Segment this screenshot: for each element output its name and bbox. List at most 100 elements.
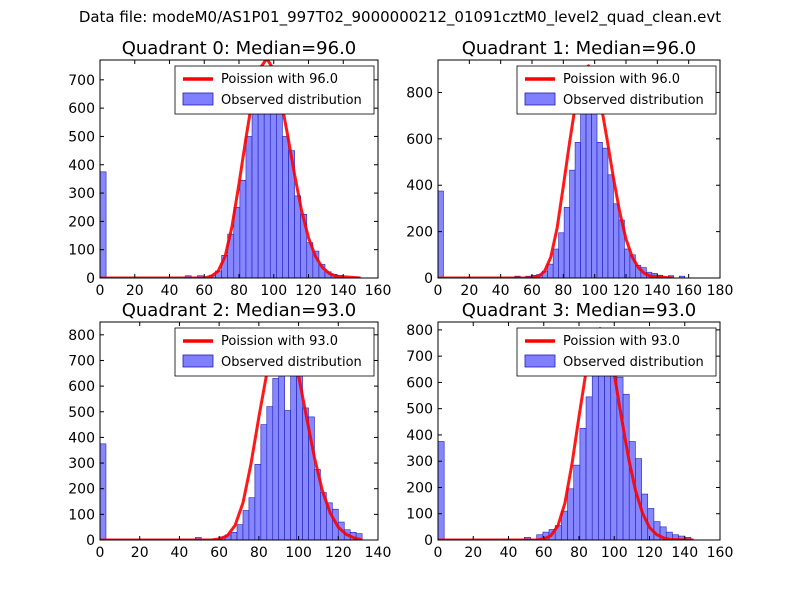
y-tick-label: 0 — [86, 271, 95, 287]
x-tick-label: 20 — [126, 283, 144, 299]
y-tick-label: 200 — [406, 480, 433, 496]
x-tick-label: 80 — [230, 283, 248, 299]
x-tick-label: 0 — [434, 545, 443, 561]
histogram-bar — [591, 368, 599, 540]
histogram-bar — [678, 275, 686, 278]
histogram-bar — [591, 113, 598, 278]
y-tick-label: 800 — [406, 85, 433, 101]
legend-observed-label: Observed distribution — [221, 93, 362, 108]
y-tick-label: 0 — [424, 533, 433, 549]
histogram-bar — [573, 464, 581, 540]
x-tick-label: 100 — [601, 545, 628, 561]
x-tick-label: 40 — [492, 283, 510, 299]
x-tick-label: 0 — [434, 283, 443, 299]
legend: Poission with 93.0 Observed distribution — [516, 327, 717, 377]
histogram-bar — [245, 136, 253, 278]
histogram-bar — [100, 443, 107, 540]
histogram-bar — [236, 524, 244, 540]
histogram-bar — [547, 263, 554, 278]
histogram-bar — [579, 428, 587, 540]
x-tick-label: 120 — [295, 283, 322, 299]
legend-observed-label: Observed distribution — [221, 355, 362, 370]
chart-title: Quadrant 1: Median=96.0 — [462, 38, 697, 59]
legend-box — [516, 65, 717, 115]
legend-box — [174, 327, 375, 377]
y-tick-label: 500 — [406, 402, 433, 418]
legend-box — [174, 65, 375, 115]
legend-poisson-label: Poission with 96.0 — [563, 72, 680, 87]
x-tick-label: 20 — [464, 545, 482, 561]
legend-observed-label: Observed distribution — [563, 93, 704, 108]
x-tick-label: 180 — [707, 283, 734, 299]
histogram-bar — [563, 206, 570, 278]
x-tick-label: 60 — [195, 283, 213, 299]
x-tick-label: 140 — [330, 283, 357, 299]
y-tick-label: 100 — [68, 243, 95, 259]
x-tick-label: 120 — [613, 283, 640, 299]
y-tick-label: 700 — [406, 349, 433, 365]
x-tick-label: 160 — [365, 283, 392, 299]
chart-title: Quadrant 0: Median=96.0 — [122, 38, 357, 59]
x-tick-label: 140 — [644, 283, 671, 299]
y-tick-label: 600 — [68, 379, 95, 395]
y-tick-label: 800 — [68, 328, 95, 344]
histogram-bar — [574, 142, 581, 278]
histogram-bar — [276, 96, 283, 278]
x-tick-label: 80 — [570, 545, 588, 561]
x-tick-label: 160 — [707, 545, 734, 561]
histogram-bar — [248, 497, 256, 540]
y-tick-label: 700 — [68, 73, 95, 89]
axes-frame — [437, 59, 721, 279]
histogram-bar — [596, 142, 603, 278]
histogram-bar — [613, 203, 620, 278]
histogram-bar — [438, 190, 444, 278]
y-tick-label: 600 — [68, 101, 95, 117]
legend-bar-swatch — [182, 92, 214, 106]
histogram-bar — [290, 347, 297, 540]
y-tick-label: 600 — [406, 375, 433, 391]
legend-poisson-label: Poission with 93.0 — [221, 334, 338, 349]
axes-frame — [99, 321, 379, 541]
histogram-bar — [580, 110, 587, 278]
y-tick-label: 200 — [68, 482, 95, 498]
x-tick-label: 120 — [325, 545, 352, 561]
x-tick-label: 40 — [161, 283, 179, 299]
legend-bar-swatch — [524, 92, 556, 106]
quadrant-1-chart: 0 20 40 60 80 100 120 140 160 180 0 200 400 600 800 Qua… — [406, 38, 733, 299]
histogram-bar — [282, 136, 289, 278]
y-tick-label: 0 — [86, 533, 95, 549]
y-tick-label: 800 — [406, 323, 433, 339]
x-tick-label: 140 — [365, 545, 392, 561]
y-tick-label: 100 — [406, 507, 433, 523]
histogram-bar — [284, 410, 291, 540]
y-tick-label: 0 — [424, 271, 433, 287]
y-tick-label: 300 — [406, 454, 433, 470]
histogram-bar — [569, 169, 576, 278]
x-tick-label: 60 — [523, 283, 541, 299]
x-tick-label: 100 — [581, 283, 608, 299]
plot-area — [100, 60, 361, 278]
histogram-bar — [355, 533, 363, 540]
y-tick-label: 400 — [68, 158, 95, 174]
chart-title: Quadrant 2: Median=93.0 — [122, 300, 357, 321]
histogram-bar — [438, 441, 445, 540]
x-tick-label: 100 — [260, 283, 287, 299]
x-tick-label: 120 — [636, 545, 663, 561]
histogram-bar — [607, 174, 614, 278]
y-tick-label: 400 — [406, 178, 433, 194]
x-tick-label: 60 — [535, 545, 553, 561]
legend-bar-swatch — [182, 354, 214, 368]
x-tick-label: 40 — [171, 545, 189, 561]
x-tick-label: 20 — [131, 545, 149, 561]
histogram-bar — [552, 248, 559, 278]
legend: Poission with 96.0 Observed distribution — [516, 65, 717, 115]
histogram-bar — [622, 393, 630, 540]
poisson-curve — [100, 60, 361, 278]
histogram-bar — [272, 378, 280, 540]
legend-poisson-label: Poission with 93.0 — [563, 334, 680, 349]
histogram-bar — [602, 147, 609, 278]
y-tick-label: 500 — [68, 405, 95, 421]
quadrant-2-chart: 0 20 40 60 80 100 120 140 0 100 200 300 400 500 600 700… — [68, 300, 391, 561]
x-tick-label: 80 — [554, 283, 572, 299]
